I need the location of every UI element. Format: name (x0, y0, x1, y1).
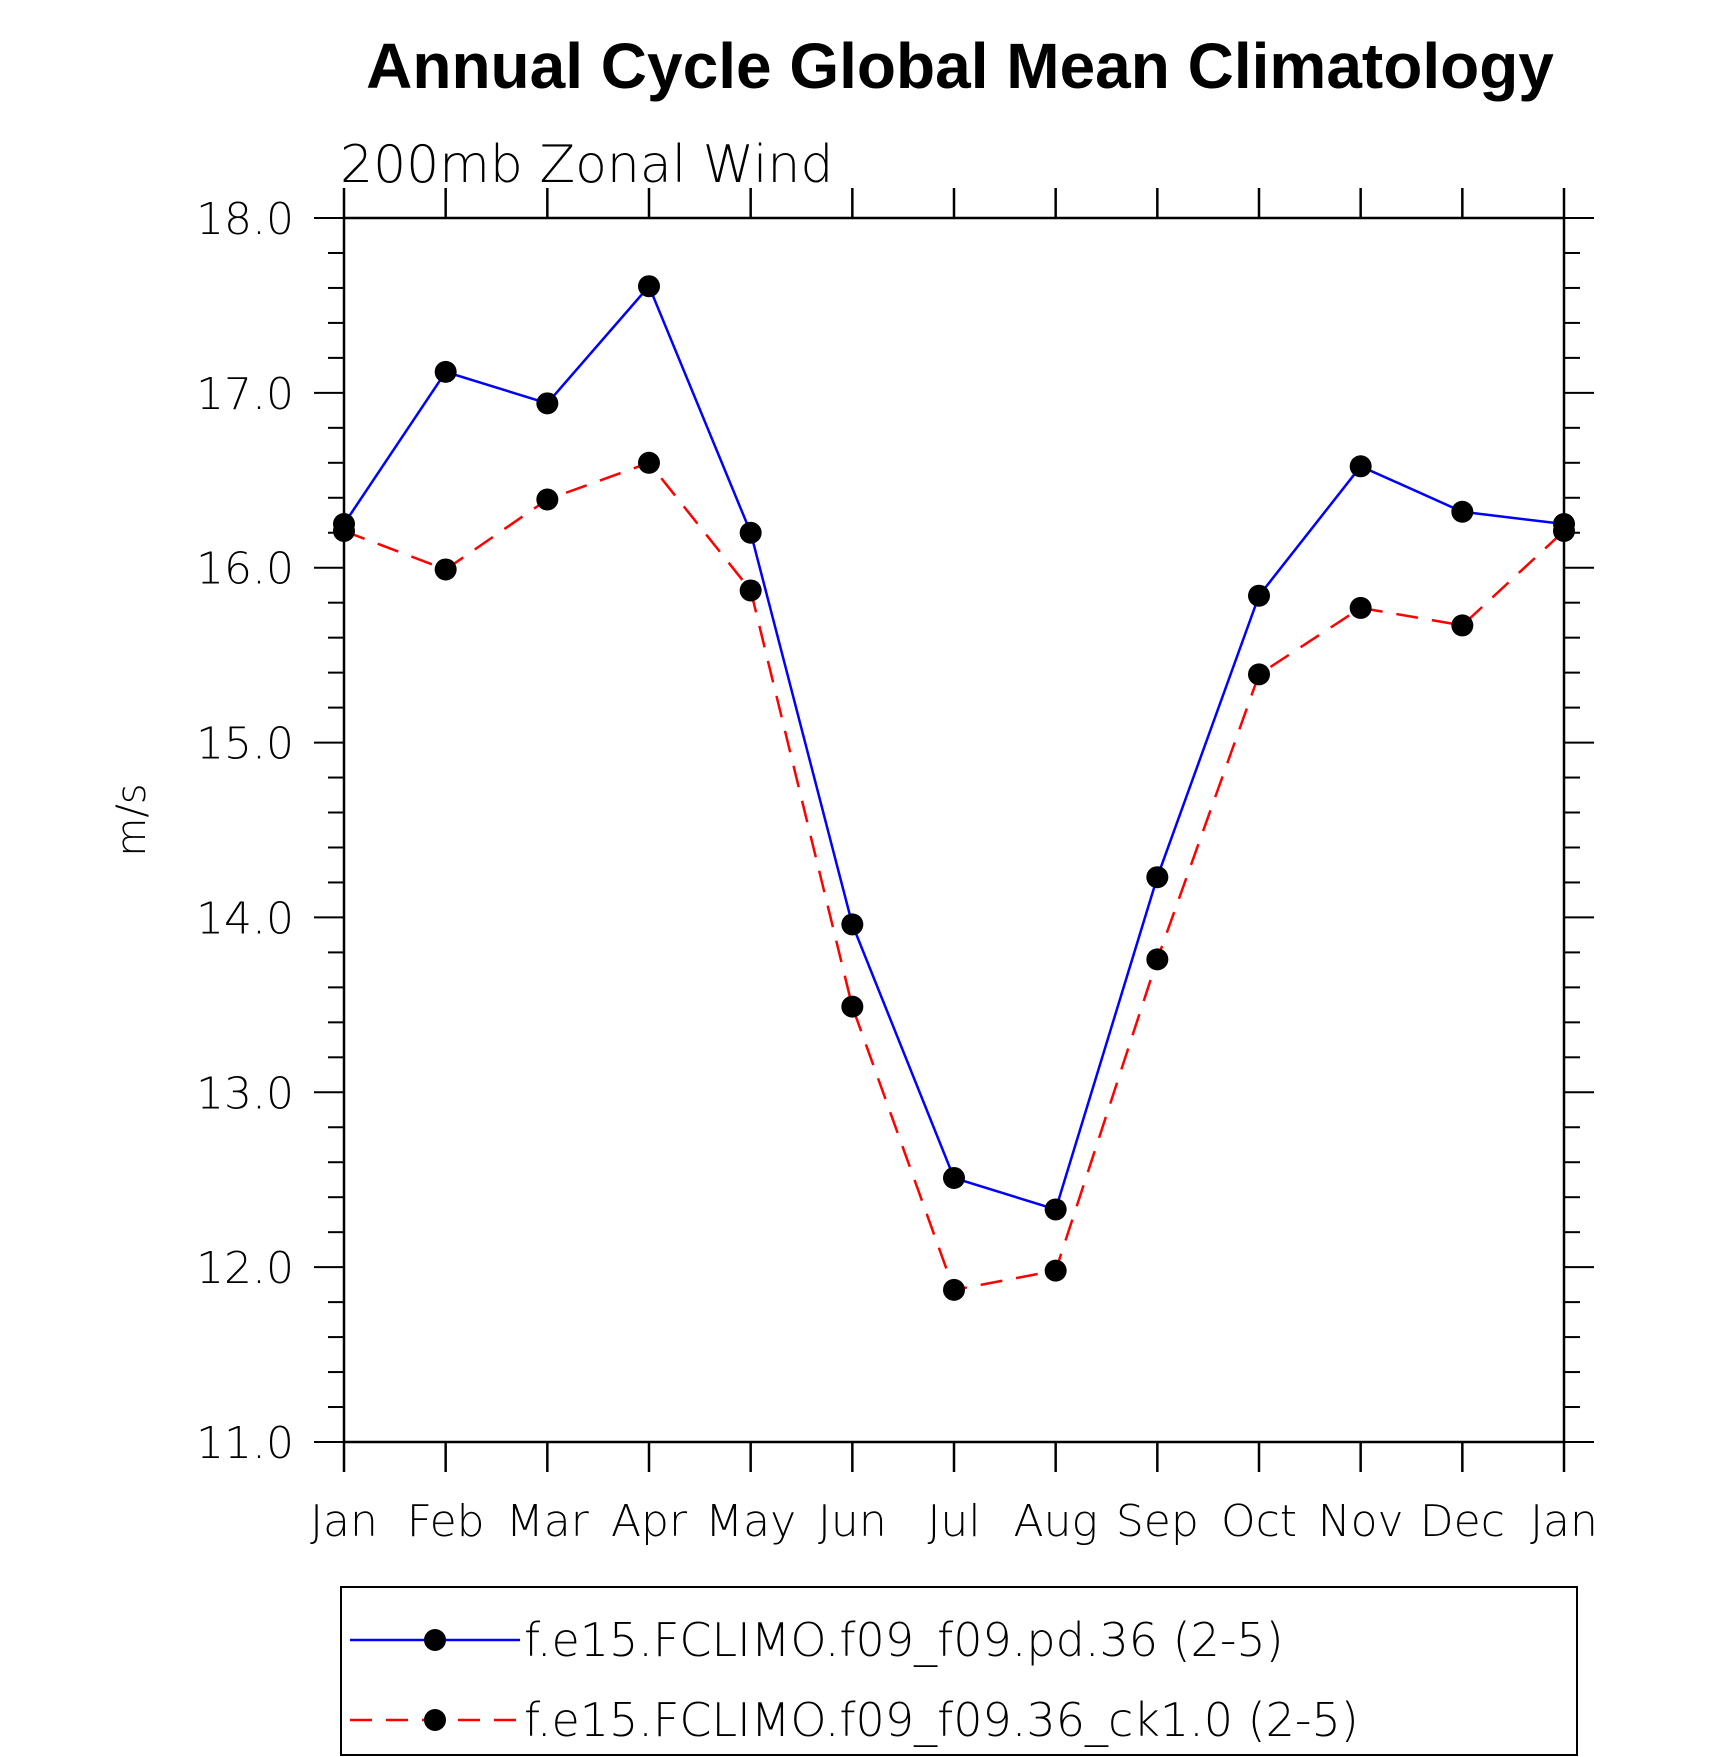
legend-entry: f.e15.FCLIMO.f09_f09.pd.36 (2-5) (350, 1613, 1284, 1667)
series-line-2 (343, 461, 1565, 1292)
chart-subtitle: 200mb Zonal Wind (340, 135, 833, 195)
x-tick-label: Jan (1530, 1496, 1598, 1547)
series-1-point (1349, 455, 1372, 478)
x-tick-label: Mar (506, 1496, 590, 1547)
series-2-point (638, 451, 660, 474)
plot-border (342, 216, 1566, 1444)
y-tick-label: 13.0 (196, 1068, 294, 1119)
x-tick-label: Jun (818, 1496, 887, 1547)
series-2-point (1146, 948, 1169, 971)
series-1-point (434, 360, 457, 383)
x-tick-label: Feb (407, 1496, 485, 1547)
legend-marker (424, 1709, 446, 1731)
y-tick-label: 14.0 (196, 893, 294, 944)
y-tick-label: 17.0 (196, 369, 294, 420)
y-tick-label: 12.0 (196, 1243, 294, 1294)
series-1-point (739, 521, 762, 544)
series-lines (342, 283, 1565, 1292)
x-tick-label: Nov (1318, 1496, 1404, 1547)
y-axis-label: m/s (109, 783, 155, 856)
series-2-point (739, 579, 762, 602)
legend-label: f.e15.FCLIMO.f09_f09.pd.36 (2-5) (524, 1613, 1284, 1667)
series-1-point (1451, 500, 1474, 523)
series-1-point (1044, 1198, 1067, 1221)
x-tick-label: May (705, 1496, 796, 1547)
legend-entry: f.e15.FCLIMO.f09_f09.36_ck1.0 (2-5) (350, 1693, 1359, 1747)
legend-box (340, 1586, 1578, 1756)
x-tick-label: Jan (310, 1496, 378, 1547)
y-tick-labels: 11.0 12.0 13.0 14.0 15.0 16.0 17.0 18.0 (196, 194, 294, 1469)
series-2-point (1349, 596, 1372, 619)
x-tick-labels: Jan Feb Mar Apr May Jun Jul Aug Sep Oct Nov Dec Jan (310, 1496, 1598, 1547)
series-1-point (841, 913, 864, 936)
x-tick-label: Apr (611, 1496, 688, 1547)
chart-title: Annual Cycle Global Mean Climatology (366, 30, 1554, 102)
plot-frame (342, 216, 1566, 1444)
axis-ticks (314, 188, 1594, 1472)
legend: f.e15.FCLIMO.f09_f09.pd.36 (2-5) f.e15.FC… (340, 1586, 1578, 1756)
series-2-point (943, 1278, 965, 1301)
x-tick-label: Sep (1116, 1496, 1199, 1547)
legend-label: f.e15.FCLIMO.f09_f09.36_ck1.0 (2-5) (524, 1693, 1359, 1747)
series-2-point (1553, 519, 1575, 542)
series-1-point (1146, 866, 1169, 889)
series-markers (333, 275, 1575, 1301)
x-tick-label: Jul (927, 1496, 980, 1547)
series-line-1 (342, 283, 1565, 1211)
series-1-point (638, 275, 660, 298)
x-tick-label: Dec (1420, 1496, 1505, 1547)
series-1-point (943, 1166, 965, 1189)
legend-marker (424, 1629, 446, 1651)
series-2-point (1451, 614, 1474, 637)
x-tick-label: Oct (1221, 1496, 1297, 1547)
series-2-point (841, 995, 864, 1018)
y-tick-label: 15.0 (196, 719, 294, 770)
x-tick-label: Aug (1013, 1496, 1097, 1547)
y-tick-label: 16.0 (196, 544, 294, 595)
y-tick-label: 11.0 (196, 1418, 294, 1469)
series-2-point (1044, 1259, 1067, 1282)
series-2-point (536, 488, 559, 511)
series-1-point (1248, 584, 1270, 607)
series-2-point (434, 558, 457, 581)
series-2-point (333, 519, 355, 542)
y-tick-label: 18.0 (196, 194, 294, 245)
series-2-point (1248, 663, 1270, 686)
series-1-point (536, 392, 559, 415)
